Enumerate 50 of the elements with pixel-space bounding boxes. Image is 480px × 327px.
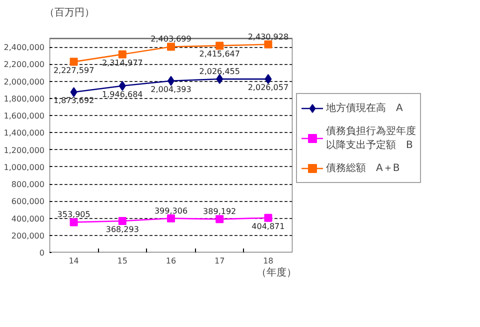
point (118, 216, 126, 225)
point (264, 74, 272, 84)
point (118, 50, 126, 58)
point (70, 87, 78, 98)
y-tick-label: 1,400,000 (4, 128, 45, 138)
data-label: 2,227,597 (53, 66, 94, 75)
y-tick-label: 1,000,000 (4, 162, 45, 172)
legend-label: 債務負担行為翌年度以降支出予定額 B (326, 124, 416, 152)
x-tick-label: 17 (214, 256, 225, 266)
y-tick-label: 0 (39, 248, 45, 258)
y-tick-label: 2,000,000 (4, 77, 45, 86)
data-label: 2,415,647 (199, 50, 240, 59)
x-tick-label: 18 (263, 256, 274, 266)
point (264, 40, 272, 48)
x-tick-label: 16 (166, 256, 176, 266)
data-label: 404,871 (252, 222, 285, 231)
data-label: 2,026,057 (248, 83, 289, 92)
y-tick-label: 400,000 (11, 214, 45, 224)
y-axis-title: （百万円） (44, 8, 94, 18)
point (118, 80, 126, 91)
y-tick-label: 2,400,000 (4, 43, 45, 52)
x-tick-label: 15 (117, 256, 128, 266)
point (167, 214, 175, 222)
y-tick-label: 2,200,000 (4, 60, 45, 70)
point (167, 42, 175, 51)
data-label: 368,293 (106, 224, 139, 234)
point (216, 74, 224, 84)
y-tick-label: 1,600,000 (4, 112, 45, 121)
point (216, 215, 224, 224)
data-label: 2,026,455 (199, 67, 240, 76)
y-tick-label: 600,000 (11, 197, 45, 206)
legend-label: 債務総額 A＋B (326, 162, 400, 174)
data-label: 1,946,684 (102, 90, 143, 99)
y-tick-label: 200,000 (11, 231, 45, 240)
data-label: 399,306 (154, 206, 188, 216)
data-label: 389,192 (203, 207, 236, 216)
data-label: 353,905 (57, 210, 90, 220)
point (70, 58, 78, 66)
y-tick-label: 800,000 (11, 180, 45, 190)
point (70, 218, 78, 226)
x-axis-title: （年度） (256, 266, 296, 278)
y-tick-label: 1,200,000 (4, 146, 45, 155)
point (264, 214, 272, 222)
point (216, 42, 224, 50)
data-label: 2,314,977 (102, 58, 143, 68)
data-label: 1,873,692 (53, 96, 94, 106)
y-tick-label: 1,800,000 (4, 94, 45, 104)
legend-label: 地方債現在高 A (326, 102, 403, 114)
data-label: 2,004,393 (150, 84, 192, 94)
x-tick-label: 14 (68, 256, 79, 266)
